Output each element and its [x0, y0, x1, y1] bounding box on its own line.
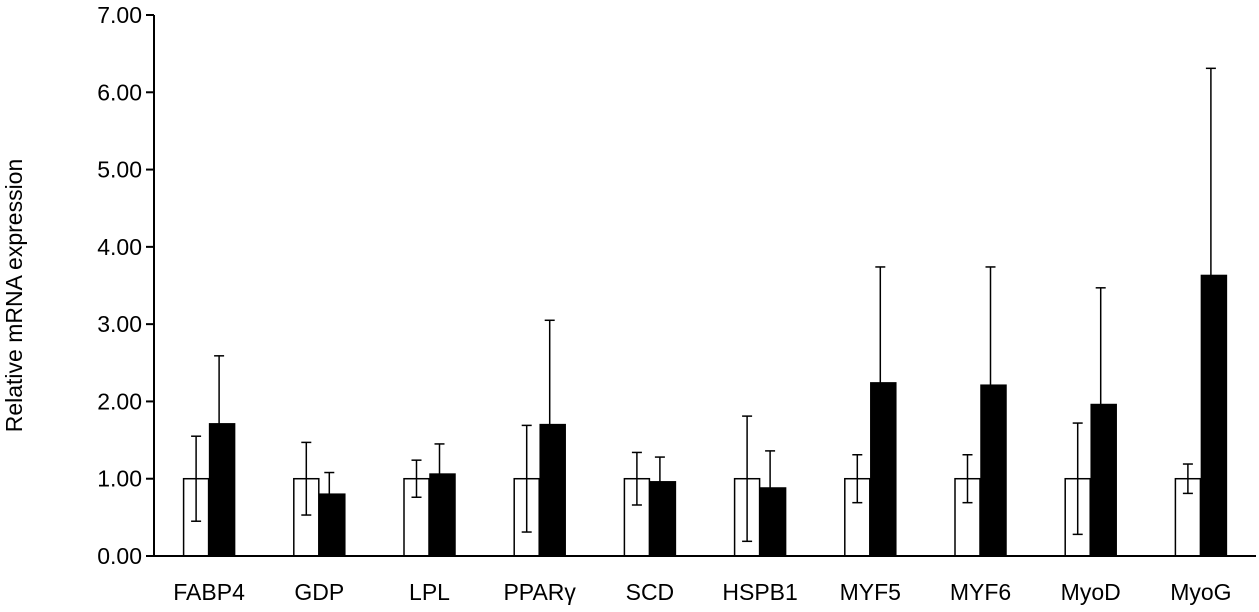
bars: [182, 274, 1228, 557]
bar-series-2: [1090, 403, 1117, 557]
bar-series-2: [539, 423, 566, 557]
bar-series-2: [319, 493, 346, 557]
y-tick-label: 6.00: [97, 79, 142, 105]
y-tick-label: 1.00: [97, 466, 142, 492]
x-category-label: LPL: [409, 579, 450, 605]
x-category-label: HSPB1: [722, 579, 797, 605]
bar-series-2: [208, 423, 236, 557]
y-tick-label: 2.00: [97, 388, 142, 414]
y-tick-label: 0.00: [97, 543, 142, 569]
bar-series-2: [759, 487, 787, 557]
bar-series-2: [980, 384, 1007, 557]
x-axis-labels: FABP4 GDP LPL PPARγ SCD HSPB1 MYF5 MYF6 MyoD MyoG: [173, 579, 1231, 605]
y-axis-title: Relative mRNA expression: [1, 159, 27, 433]
bar-series-2: [1200, 274, 1228, 557]
x-category-label: MyoD: [1061, 579, 1121, 605]
y-tick-label: 7.00: [97, 2, 142, 28]
error-bars: [191, 67, 1216, 543]
x-category-label: MyoG: [1170, 579, 1231, 605]
y-tick-label: 4.00: [97, 234, 142, 260]
x-category-label: SCD: [626, 579, 675, 605]
bar-series-2: [870, 382, 897, 557]
x-category-label: FABP4: [173, 579, 245, 605]
y-axis-ticks: 0.00 1.00 2.00 3.00 4.00 5.00 6.00 7.00: [97, 2, 154, 569]
y-tick-label: 3.00: [97, 311, 142, 337]
bar-series-2: [649, 481, 677, 557]
bar-series-2: [429, 473, 456, 557]
x-category-label: GDP: [294, 579, 344, 605]
x-category-label: MYF6: [950, 579, 1011, 605]
y-tick-label: 5.00: [97, 157, 142, 183]
x-category-label: MYF5: [840, 579, 901, 605]
x-category-label: PPARγ: [503, 579, 576, 605]
